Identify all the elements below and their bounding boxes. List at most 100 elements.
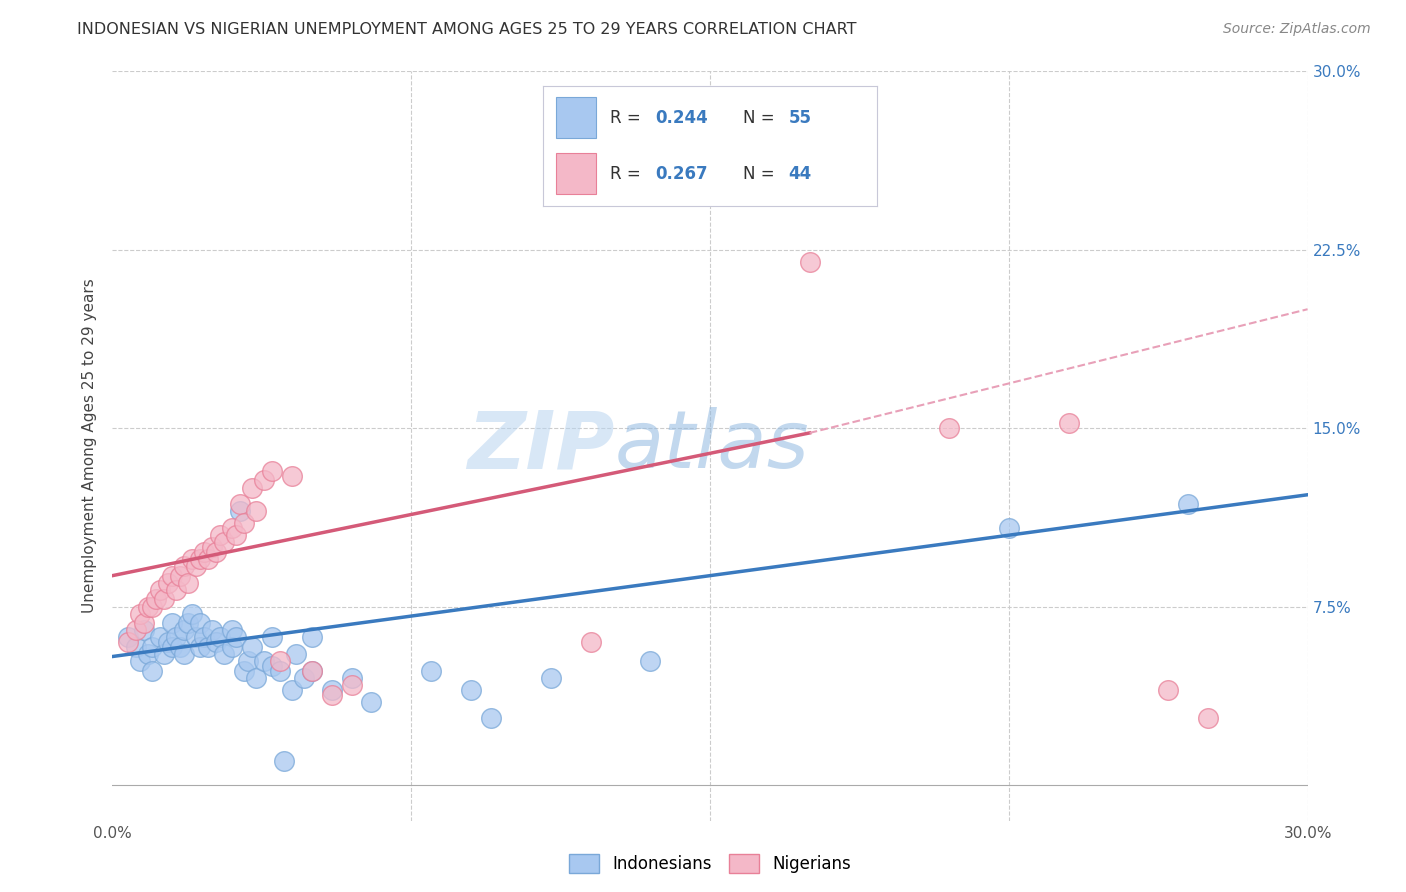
Point bbox=[201, 540, 224, 554]
Point bbox=[117, 635, 139, 649]
Text: Source: ZipAtlas.com: Source: ZipAtlas.com bbox=[1223, 22, 1371, 37]
Point bbox=[162, 568, 183, 582]
Point bbox=[212, 647, 235, 661]
Point bbox=[460, 682, 482, 697]
Point bbox=[260, 464, 283, 478]
Point bbox=[138, 599, 160, 614]
Point bbox=[129, 607, 152, 621]
Point bbox=[149, 582, 172, 597]
Point bbox=[245, 671, 267, 685]
Point bbox=[233, 516, 256, 531]
Point bbox=[165, 631, 187, 645]
Point bbox=[205, 635, 228, 649]
Point bbox=[188, 616, 211, 631]
Point bbox=[201, 624, 224, 638]
Point bbox=[173, 647, 195, 661]
Point bbox=[479, 711, 502, 725]
Point bbox=[173, 559, 195, 574]
Point bbox=[186, 631, 208, 645]
Point bbox=[292, 671, 315, 685]
Y-axis label: Unemployment Among Ages 25 to 29 years: Unemployment Among Ages 25 to 29 years bbox=[82, 278, 97, 614]
Point bbox=[640, 654, 662, 668]
Point bbox=[1177, 497, 1199, 511]
Point bbox=[153, 647, 176, 661]
Point bbox=[188, 552, 211, 566]
Point bbox=[125, 640, 148, 654]
Point bbox=[301, 664, 323, 678]
Point bbox=[236, 654, 259, 668]
Point bbox=[281, 468, 304, 483]
Point bbox=[149, 631, 172, 645]
Point bbox=[360, 695, 382, 709]
Point bbox=[221, 640, 243, 654]
Point bbox=[157, 635, 180, 649]
Point bbox=[340, 671, 363, 685]
Point bbox=[253, 654, 276, 668]
Point bbox=[579, 635, 602, 649]
Point bbox=[209, 528, 232, 542]
Point bbox=[1197, 711, 1219, 725]
Point bbox=[301, 664, 323, 678]
Point bbox=[281, 682, 304, 697]
Point bbox=[169, 568, 191, 582]
Point bbox=[165, 582, 187, 597]
Point bbox=[799, 254, 821, 268]
Point bbox=[188, 640, 211, 654]
Point bbox=[718, 136, 741, 150]
Point bbox=[177, 616, 200, 631]
Point bbox=[229, 497, 252, 511]
Point bbox=[221, 624, 243, 638]
Point bbox=[125, 624, 148, 638]
Point bbox=[162, 616, 183, 631]
Point bbox=[240, 481, 263, 495]
Point bbox=[998, 521, 1021, 535]
Point bbox=[145, 592, 167, 607]
Point bbox=[233, 664, 256, 678]
Point bbox=[177, 575, 200, 590]
Point bbox=[1057, 417, 1080, 431]
Point bbox=[169, 640, 191, 654]
Point bbox=[193, 545, 215, 559]
Point bbox=[193, 631, 215, 645]
Point bbox=[181, 552, 204, 566]
Point bbox=[212, 535, 235, 549]
Point bbox=[273, 754, 295, 768]
Point bbox=[1157, 682, 1180, 697]
Point bbox=[284, 647, 307, 661]
Point bbox=[117, 631, 139, 645]
Point bbox=[245, 504, 267, 518]
Point bbox=[321, 682, 343, 697]
Point bbox=[205, 545, 228, 559]
Point bbox=[938, 421, 960, 435]
Point bbox=[253, 474, 276, 488]
Point bbox=[229, 504, 252, 518]
Point bbox=[221, 521, 243, 535]
Point bbox=[134, 624, 156, 638]
Point bbox=[260, 631, 283, 645]
Point bbox=[162, 640, 183, 654]
Point bbox=[225, 631, 247, 645]
Text: INDONESIAN VS NIGERIAN UNEMPLOYMENT AMONG AGES 25 TO 29 YEARS CORRELATION CHART: INDONESIAN VS NIGERIAN UNEMPLOYMENT AMON… bbox=[77, 22, 856, 37]
Point bbox=[260, 659, 283, 673]
Point bbox=[157, 575, 180, 590]
Point bbox=[197, 552, 219, 566]
Point bbox=[209, 631, 232, 645]
Point bbox=[301, 631, 323, 645]
Legend: Indonesians, Nigerians: Indonesians, Nigerians bbox=[562, 847, 858, 880]
Point bbox=[269, 664, 291, 678]
Text: atlas: atlas bbox=[614, 407, 810, 485]
Point bbox=[269, 654, 291, 668]
Point bbox=[197, 640, 219, 654]
Point bbox=[138, 647, 160, 661]
Point bbox=[181, 607, 204, 621]
Point bbox=[540, 671, 562, 685]
Point bbox=[240, 640, 263, 654]
Point bbox=[141, 640, 163, 654]
Text: ZIP: ZIP bbox=[467, 407, 614, 485]
Point bbox=[420, 664, 443, 678]
Point bbox=[225, 528, 247, 542]
Point bbox=[340, 678, 363, 692]
Point bbox=[173, 624, 195, 638]
Point bbox=[141, 599, 163, 614]
Point bbox=[134, 616, 156, 631]
